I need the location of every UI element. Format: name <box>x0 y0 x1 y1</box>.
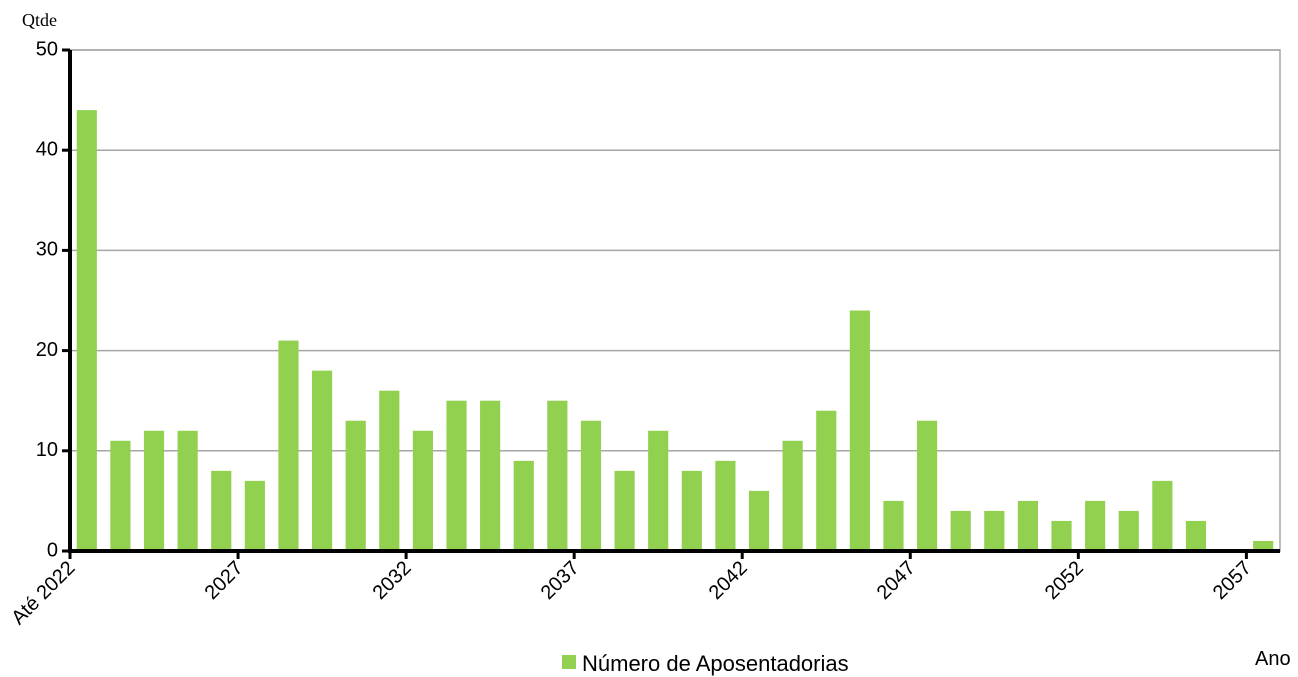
x-tick-label: Até 2022 <box>7 557 79 629</box>
bar <box>849 310 870 551</box>
x-axis-title: Ano <box>1255 648 1291 670</box>
bar <box>1118 510 1139 551</box>
bar <box>580 420 602 551</box>
bar <box>883 500 904 551</box>
y-tick-label: 40 <box>36 138 58 160</box>
legend-label: Número de Aposentadorias <box>582 651 849 676</box>
bar <box>177 430 198 551</box>
legend-swatch <box>562 655 576 669</box>
bar <box>614 470 635 551</box>
bar <box>412 430 433 551</box>
bar <box>143 430 165 551</box>
bar <box>1051 520 1072 551</box>
bar <box>648 430 669 551</box>
x-tick-label: 2037 <box>537 557 584 604</box>
y-tick-label: 20 <box>36 339 58 361</box>
x-tick-label: 2042 <box>705 557 752 604</box>
bar <box>1185 520 1207 551</box>
y-tick-label: 50 <box>36 38 58 60</box>
bar <box>1152 480 1173 551</box>
bar <box>547 400 568 551</box>
bar <box>278 340 299 551</box>
bar <box>211 470 232 551</box>
bar <box>681 470 702 551</box>
bar <box>1017 500 1038 551</box>
y-axis-title: Qtde <box>22 10 57 30</box>
x-tick-label: 2052 <box>1041 557 1088 604</box>
x-tick-label: 2027 <box>201 557 248 604</box>
bar <box>76 110 97 552</box>
x-tick-label: 2047 <box>873 557 920 604</box>
x-tick-label: 2032 <box>369 557 416 604</box>
bar <box>312 370 333 551</box>
bar <box>345 420 366 551</box>
bar <box>379 390 400 551</box>
bar <box>917 420 938 551</box>
bar <box>782 440 803 551</box>
x-tick-label: 2057 <box>1209 557 1256 604</box>
bar <box>950 510 971 551</box>
bar <box>984 510 1005 551</box>
bar <box>244 480 265 551</box>
bar <box>748 490 770 551</box>
y-tick-label: 0 <box>47 539 58 561</box>
bar <box>110 440 131 551</box>
bar <box>715 460 736 551</box>
plot-border <box>69 49 1281 552</box>
y-tick-label: 10 <box>36 439 58 461</box>
bar <box>480 400 501 551</box>
bar <box>1253 540 1274 551</box>
y-tick-label: 30 <box>36 239 58 261</box>
bar <box>1085 500 1106 551</box>
bar <box>816 410 837 551</box>
bar <box>513 460 534 551</box>
bar <box>446 400 467 551</box>
